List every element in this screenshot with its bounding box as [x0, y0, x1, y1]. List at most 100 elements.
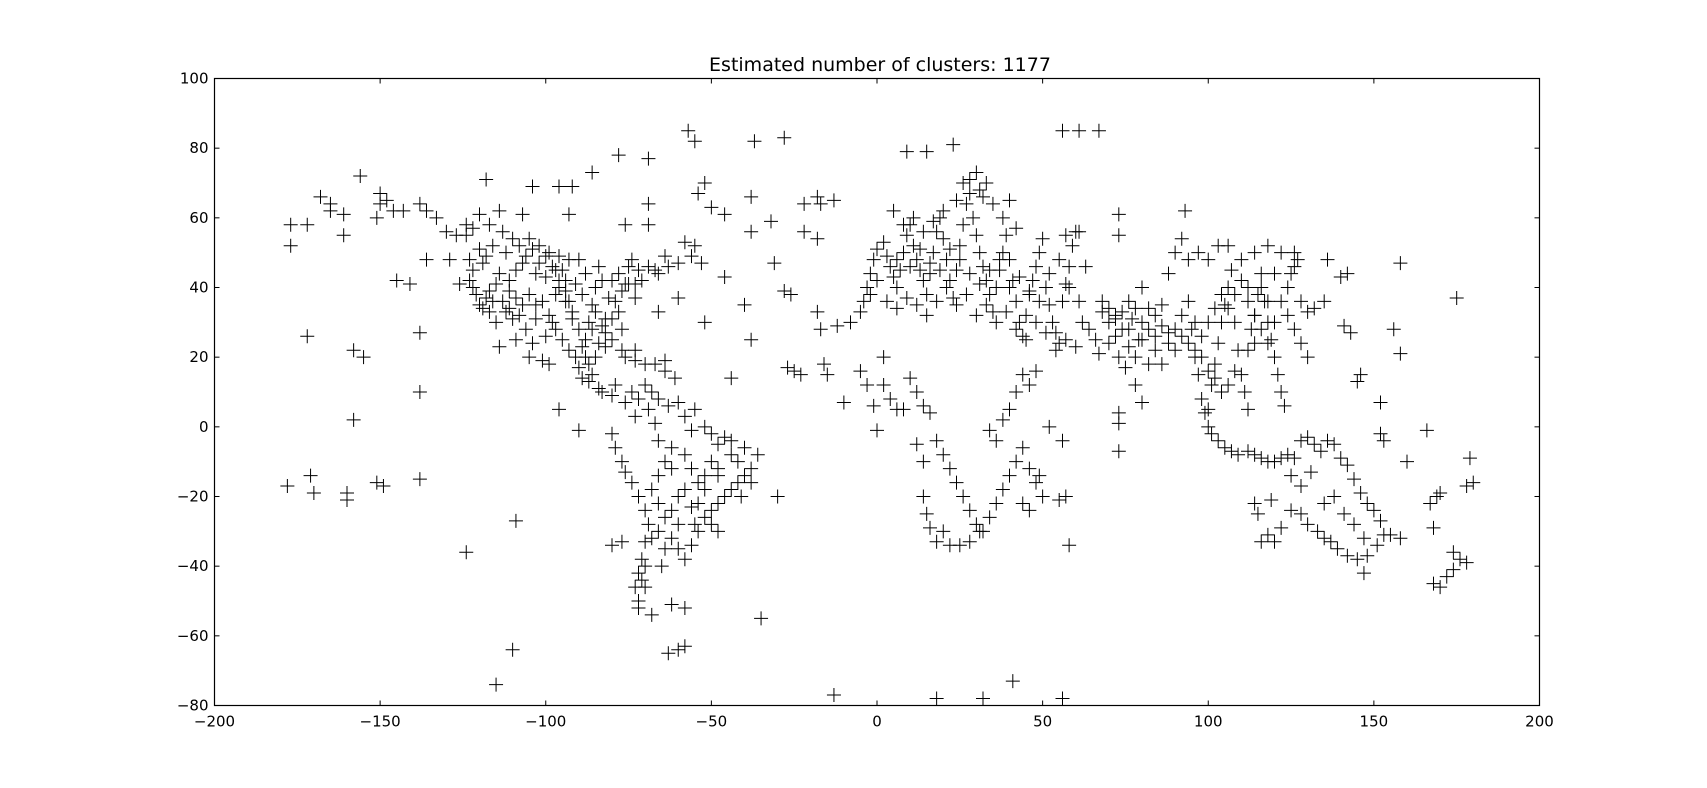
data-point	[469, 287, 484, 302]
data-point	[1065, 238, 1080, 253]
data-point	[641, 151, 656, 166]
data-point	[671, 256, 686, 271]
data-point	[1356, 531, 1371, 546]
data-point	[369, 210, 384, 225]
data-point	[373, 186, 388, 201]
data-point	[462, 252, 477, 267]
data-point	[1350, 374, 1365, 389]
data-point	[1072, 294, 1087, 309]
data-point	[568, 350, 583, 365]
data-point	[542, 308, 557, 323]
data-point	[532, 238, 547, 253]
data-point	[525, 179, 540, 194]
data-point	[1247, 308, 1262, 323]
data-point	[661, 259, 676, 274]
data-point	[919, 506, 934, 521]
data-point	[614, 534, 629, 549]
data-point	[1088, 332, 1103, 347]
data-point	[598, 325, 613, 340]
data-point	[376, 479, 391, 494]
y-tick-label: −20	[177, 488, 209, 506]
data-point	[1022, 378, 1037, 393]
data-point	[518, 322, 533, 337]
data-point	[1462, 451, 1477, 466]
data-point	[1274, 245, 1289, 260]
data-point	[552, 280, 566, 295]
data-point	[1284, 468, 1299, 483]
data-point	[1135, 395, 1149, 410]
data-point	[1217, 440, 1232, 455]
data-point	[512, 308, 527, 323]
data-point	[1201, 315, 1216, 330]
data-point	[1376, 433, 1391, 448]
data-point	[548, 287, 563, 302]
data-point	[535, 353, 550, 368]
data-point	[485, 238, 500, 253]
data-point	[942, 273, 957, 288]
data-point	[962, 172, 977, 187]
data-point	[1029, 364, 1043, 379]
data-point	[684, 499, 699, 514]
data-point	[704, 200, 719, 215]
data-point	[1211, 433, 1226, 448]
data-point	[1009, 294, 1024, 309]
data-point	[1012, 270, 1027, 285]
data-point	[479, 172, 494, 187]
data-point	[936, 524, 951, 539]
data-point	[1313, 444, 1328, 459]
data-point	[1433, 580, 1448, 595]
data-point	[966, 210, 981, 225]
data-point	[906, 238, 921, 253]
data-point	[472, 207, 487, 222]
data-point	[764, 214, 778, 229]
data-point	[972, 277, 987, 292]
data-point	[634, 273, 649, 288]
y-tick-label: 100	[180, 70, 209, 88]
data-point	[1207, 371, 1222, 386]
data-point	[969, 308, 984, 323]
data-point	[1227, 364, 1242, 379]
data-point	[605, 332, 619, 347]
data-point	[1154, 297, 1169, 312]
data-point	[465, 221, 480, 236]
data-point	[677, 639, 692, 654]
data-point	[1062, 538, 1077, 553]
data-point	[1197, 405, 1212, 420]
data-point	[704, 517, 719, 532]
data-point	[711, 437, 725, 452]
data-point	[687, 238, 702, 253]
data-point	[1267, 454, 1282, 469]
data-point	[896, 217, 911, 232]
data-point	[949, 193, 964, 208]
data-point	[813, 196, 828, 211]
data-point	[1055, 123, 1070, 138]
data-point	[575, 339, 590, 354]
data-point	[1393, 346, 1408, 361]
data-point	[1168, 343, 1183, 358]
data-point	[972, 245, 987, 260]
data-point	[906, 210, 921, 225]
data-point	[1174, 231, 1189, 246]
data-point	[528, 297, 543, 312]
data-point	[306, 486, 321, 501]
data-point	[631, 391, 646, 406]
data-point	[962, 266, 977, 281]
data-point	[631, 263, 646, 278]
data-point	[767, 256, 782, 271]
data-point	[621, 277, 636, 292]
data-point	[1055, 691, 1070, 706]
data-point	[1188, 315, 1202, 330]
data-point	[697, 176, 712, 190]
data-point	[697, 315, 712, 330]
data-point	[1201, 364, 1216, 379]
data-point	[283, 238, 298, 253]
data-point	[946, 137, 961, 152]
data-point	[412, 472, 427, 487]
data-point	[992, 252, 1007, 267]
data-point	[1052, 252, 1067, 267]
data-point	[903, 259, 918, 274]
y-tick-label: −40	[177, 557, 209, 575]
data-point	[638, 378, 653, 393]
data-point	[879, 294, 894, 309]
data-point	[1078, 259, 1093, 274]
